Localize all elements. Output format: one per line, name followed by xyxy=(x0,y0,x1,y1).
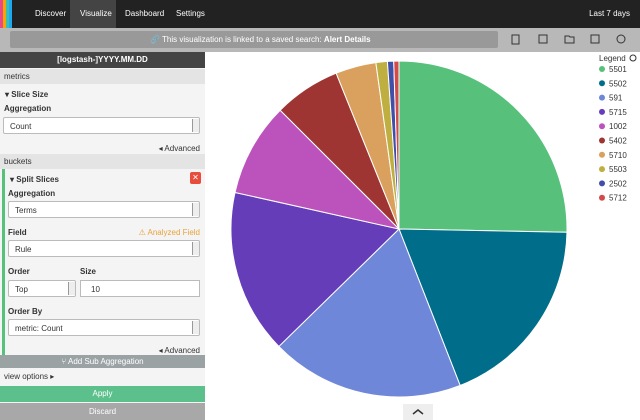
notice-text: This visualization is linked to a saved … xyxy=(162,35,322,44)
advanced-link[interactable]: ◂ Advanced xyxy=(158,346,200,355)
nav-active-bg xyxy=(70,0,116,28)
select[interactable]: Terms xyxy=(8,201,200,218)
notice: 🔗 This visualization is linked to a save… xyxy=(150,35,371,44)
chevron-icon xyxy=(412,409,424,415)
label: Order By xyxy=(8,307,43,316)
pie-slice xyxy=(398,228,568,387)
nav-item[interactable]: Discover xyxy=(35,9,67,18)
share-icon[interactable] xyxy=(590,34,600,44)
legend-swatch xyxy=(599,151,605,158)
remove-button[interactable]: ✕ xyxy=(190,172,201,184)
legend-swatch xyxy=(599,66,605,72)
view-options[interactable]: view options ▸ xyxy=(4,372,55,381)
legend-label: 5715 xyxy=(609,108,627,117)
legend-label: 5710 xyxy=(609,151,627,160)
advanced-link[interactable]: ◂ Advanced xyxy=(158,144,200,153)
toolbar-icons xyxy=(511,34,626,45)
refresh-icon[interactable] xyxy=(616,34,626,44)
section-heading: metrics xyxy=(0,69,205,84)
select[interactable]: Rule xyxy=(8,240,200,257)
collapse-tab[interactable] xyxy=(403,404,433,420)
advanced-text: Advanced xyxy=(164,144,200,153)
legend-label: 5712 xyxy=(609,194,627,203)
logo-strip xyxy=(9,0,12,28)
pie-slice xyxy=(230,191,401,348)
legend-swatch xyxy=(599,194,605,201)
label: Aggregation xyxy=(4,104,52,113)
legend-label: 1002 xyxy=(609,122,627,131)
warning-text: Analyzed Field xyxy=(147,228,200,237)
nav-item[interactable]: Settings xyxy=(176,9,205,18)
bucket-strip xyxy=(2,169,5,355)
add-sub-button[interactable]: ⑂ Add Sub Aggregation xyxy=(0,355,205,368)
add-sub-text: Add Sub Aggregation xyxy=(67,357,144,366)
logo-strip xyxy=(0,0,3,28)
legend-swatch xyxy=(599,166,605,173)
legend-label: 2502 xyxy=(609,179,627,188)
apply-button[interactable]: Apply xyxy=(0,386,205,402)
open-icon[interactable] xyxy=(564,35,575,44)
legend-label: 5402 xyxy=(609,137,627,146)
select[interactable]: Count xyxy=(3,117,200,134)
view-options-text: view options xyxy=(4,372,49,381)
label: Size xyxy=(80,267,97,276)
time-picker[interactable]: Last 7 days xyxy=(589,9,630,18)
size-input[interactable]: 10 xyxy=(80,280,200,297)
legend-swatch xyxy=(599,108,605,115)
saved-search: Alert Details xyxy=(323,35,371,44)
select[interactable]: metric: Count xyxy=(8,319,200,336)
label: Order xyxy=(8,267,30,276)
label: Aggregation xyxy=(8,189,56,198)
advanced-text: Advanced xyxy=(164,346,200,355)
new-icon[interactable] xyxy=(511,34,520,45)
agg-title[interactable]: ▾ Slice Size xyxy=(5,90,49,99)
legend-label: 5502 xyxy=(609,79,627,88)
legend-swatch xyxy=(599,180,605,187)
save-icon[interactable] xyxy=(538,34,548,44)
pie-slice xyxy=(398,60,568,233)
legend-label: 5503 xyxy=(609,165,627,174)
legend-icon xyxy=(629,54,637,62)
section-heading: buckets xyxy=(0,154,205,169)
nav-item[interactable]: Visualize xyxy=(80,9,112,18)
pie-slice xyxy=(393,60,400,230)
pie-chart: Legend 5501 5502 591 5715 1002 5402 5710 5503 250… xyxy=(230,54,637,420)
legend-title: Legend xyxy=(599,54,626,63)
legend-swatch xyxy=(599,137,605,144)
nav-item[interactable]: Dashboard xyxy=(125,9,165,18)
logo-strip xyxy=(3,0,6,28)
logo-strip xyxy=(6,0,9,28)
legend-swatch xyxy=(599,123,605,130)
pie-slice xyxy=(234,109,401,230)
select[interactable]: Top xyxy=(8,280,76,297)
index-pattern: [logstash-]YYYY.MM.DD xyxy=(0,52,205,68)
agg-title-text: Slice Size xyxy=(11,90,49,99)
agg-title-text: Split Slices xyxy=(16,175,59,184)
legend-label: 591 xyxy=(609,94,623,103)
pie-slice xyxy=(278,228,461,398)
legend-swatch xyxy=(599,80,605,87)
discard-button[interactable]: Discard xyxy=(0,403,205,420)
notice-bar xyxy=(10,31,498,48)
legend-label: 5501 xyxy=(609,65,627,74)
warning: ⚠ Analyzed Field xyxy=(138,228,200,237)
legend-swatch xyxy=(599,94,605,101)
agg-title[interactable]: ▾ Split Slices xyxy=(10,175,59,184)
label: Field xyxy=(8,228,27,237)
